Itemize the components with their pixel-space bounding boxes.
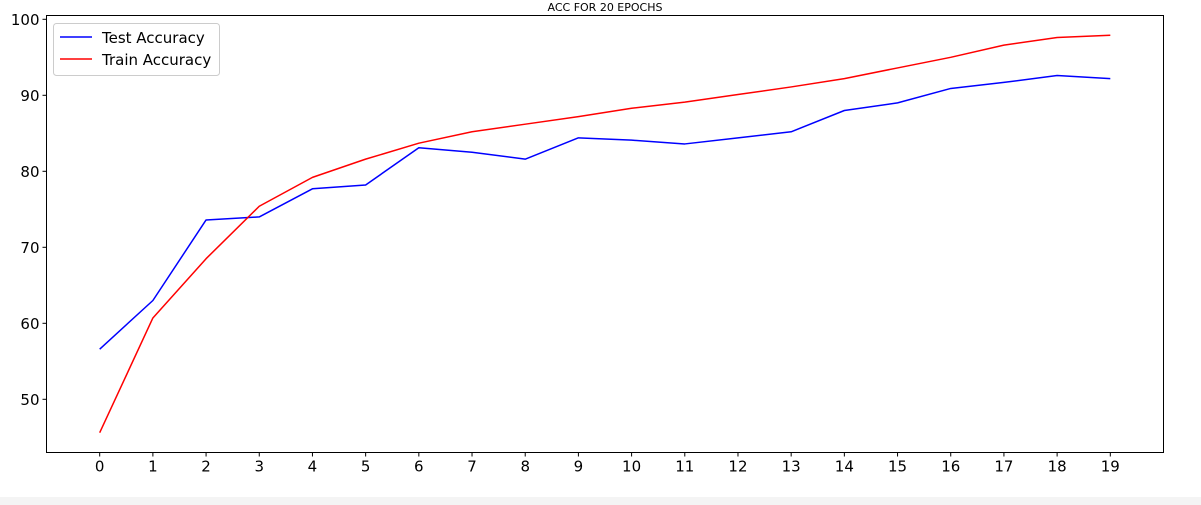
x-tick-label: 15 [888,458,907,476]
x-tick-label: 12 [728,458,747,476]
x-tick-label: 10 [622,458,641,476]
x-tick-label: 5 [361,458,371,476]
y-tick-label: 90 [20,87,39,105]
y-tick-label: 100 [11,11,40,29]
y-axis: 50 60 70 80 90 100 [11,11,47,409]
x-tick-label: 18 [1048,458,1067,476]
x-tick-label: 1 [148,458,158,476]
x-tick-label: 13 [782,458,801,476]
x-tick-label: 6 [414,458,424,476]
series-lines [99,34,1111,434]
x-tick-label: 11 [675,458,694,476]
footer-strip [0,497,1201,505]
x-tick-label: 8 [520,458,530,476]
legend-label-test-accuracy: Test Accuracy [101,29,205,47]
legend-label-train-accuracy: Train Accuracy [101,51,211,69]
y-tick-label: 80 [20,163,39,181]
x-tick-label: 17 [994,458,1013,476]
y-tick-label: 50 [20,391,39,409]
x-tick-label: 19 [1101,458,1120,476]
x-tick-label: 16 [941,458,960,476]
series-line-train-accuracy [99,34,1111,434]
x-tick-label: 0 [95,458,105,476]
x-tick-label: 7 [467,458,477,476]
x-tick-label: 4 [308,458,318,476]
x-axis: 0 1 2 3 4 5 6 7 8 9 10 11 12 13 14 15 16 17 18 19 [95,452,1120,476]
y-tick-label: 70 [20,239,39,257]
plot-area-frame [46,15,1164,453]
x-tick-label: 14 [835,458,854,476]
series-line-test-accuracy [99,74,1111,350]
x-tick-label: 2 [201,458,211,476]
legend-box [53,23,220,76]
legend: Test Accuracy Train Accuracy [53,23,220,76]
x-tick-label: 9 [574,458,584,476]
x-tick-label: 3 [254,458,264,476]
y-tick-label: 60 [20,315,39,333]
chart-title: ACC FOR 20 EPOCHS [548,1,663,14]
